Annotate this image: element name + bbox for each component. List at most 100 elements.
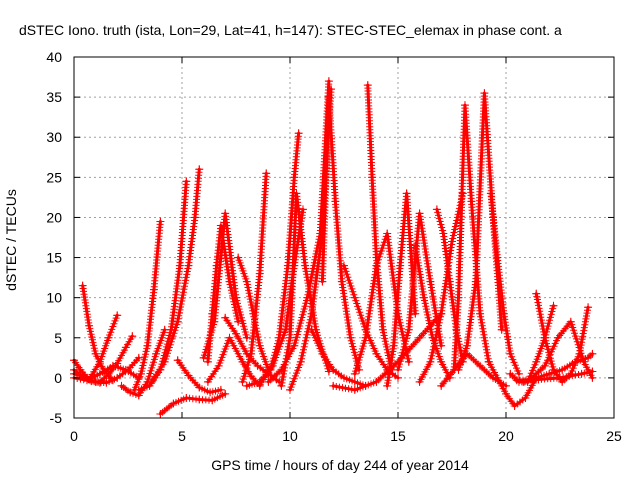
data-point (337, 277, 346, 286)
y-tick-label: 20 (46, 209, 62, 225)
data-point (372, 261, 381, 270)
data-point (253, 361, 262, 370)
data-point (234, 317, 243, 326)
series-markers (200, 209, 251, 362)
data-point (195, 165, 204, 174)
data-point (493, 253, 502, 262)
data-point (556, 373, 564, 382)
data-point (262, 169, 271, 178)
data-point (156, 217, 165, 226)
data-point (372, 349, 381, 358)
data-point (266, 365, 275, 374)
data-point (117, 381, 126, 390)
data-point (247, 372, 256, 381)
data-point (149, 285, 158, 294)
data-series (147, 165, 204, 386)
data-series (383, 189, 420, 390)
data-point (327, 85, 336, 94)
data-series (70, 361, 143, 385)
data-point (545, 369, 554, 378)
data-series (318, 93, 364, 374)
data-point (460, 101, 469, 110)
data-point (143, 341, 152, 350)
data-series (512, 367, 597, 385)
data-point (184, 261, 193, 270)
data-point (206, 388, 215, 397)
data-point (404, 325, 413, 334)
data-point (415, 333, 424, 342)
data-point (318, 349, 327, 358)
data-point (450, 365, 459, 374)
data-point (445, 277, 454, 286)
data-point (294, 129, 303, 138)
data-point (437, 357, 446, 366)
data-point (439, 229, 448, 238)
x-tick-label: 5 (178, 428, 186, 444)
data-point (404, 357, 413, 366)
data-point (415, 377, 424, 386)
data-point (471, 277, 480, 286)
data-point (156, 409, 165, 418)
data-point (264, 377, 273, 386)
data-series (486, 189, 523, 378)
data-point (329, 381, 338, 390)
data-point (372, 377, 381, 386)
data-point (292, 189, 301, 198)
data-point (426, 357, 435, 366)
data-point (307, 309, 316, 318)
data-point (512, 376, 521, 385)
data-point (318, 277, 327, 286)
data-point (476, 309, 485, 318)
data-series (415, 189, 467, 386)
data-point (104, 333, 113, 342)
data-point (506, 349, 515, 358)
data-series (134, 177, 191, 394)
data-point (553, 333, 562, 342)
data-point (303, 293, 312, 302)
data-point (247, 349, 256, 358)
y-tick-label: 15 (46, 250, 62, 266)
data-series (156, 389, 230, 418)
data-point (232, 329, 240, 338)
data-point (134, 385, 143, 394)
data-point (173, 356, 182, 365)
data-point (463, 341, 472, 350)
data-point (286, 385, 294, 394)
series-layer (70, 77, 597, 418)
data-point (350, 385, 359, 394)
data-point (329, 365, 338, 374)
data-point (350, 377, 359, 386)
data-point (216, 385, 225, 394)
series-line (132, 219, 162, 392)
data-point (301, 261, 310, 270)
plot-frame (73, 56, 615, 419)
data-point (532, 289, 541, 298)
data-point (296, 357, 305, 366)
data-point (510, 401, 519, 410)
data-point (324, 93, 333, 102)
data-point (566, 317, 575, 326)
data-point (383, 381, 392, 390)
data-series (199, 209, 251, 362)
data-point (78, 281, 87, 290)
data-point (331, 197, 340, 206)
data-point (221, 313, 230, 322)
series-markers (156, 390, 229, 418)
data-point (502, 389, 510, 398)
data-point (486, 189, 495, 198)
data-point (463, 349, 472, 358)
data-point (571, 357, 580, 366)
data-point (402, 189, 411, 198)
data-point (350, 293, 359, 302)
data-point (389, 341, 398, 350)
data-point (195, 383, 204, 392)
data-point (558, 365, 567, 374)
x-tick-label: 25 (606, 428, 622, 444)
data-point (203, 357, 212, 366)
data-point (584, 303, 593, 312)
data-point (419, 293, 428, 302)
data-point (361, 333, 370, 342)
data-point (91, 349, 100, 358)
data-point (506, 369, 515, 378)
data-point (378, 325, 387, 334)
